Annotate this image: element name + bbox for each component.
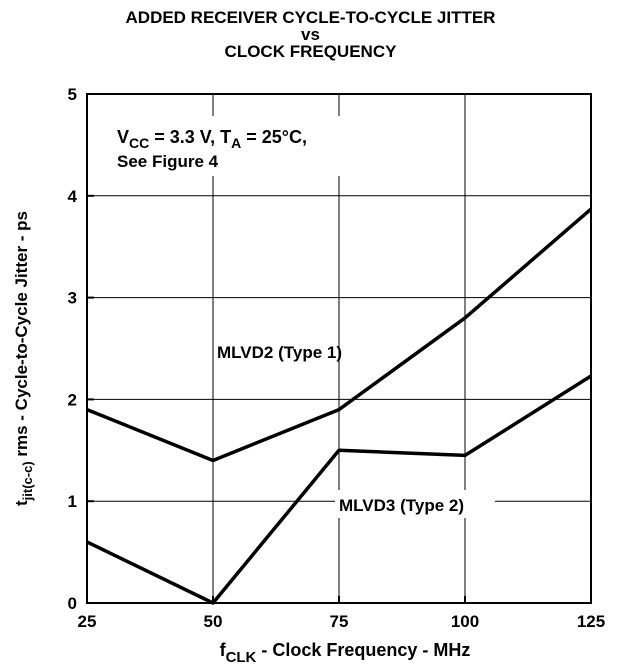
series-label-mlvd2: MLVD2 (Type 1)	[217, 343, 342, 362]
conditions-line-1: VCC = 3.3 V, TA = 25°C,	[117, 127, 307, 151]
conditions-line-2: See Figure 4	[117, 152, 219, 171]
x-tick-label: 125	[577, 612, 605, 631]
y-tick-label: 5	[68, 85, 77, 104]
x-tick-label: 75	[330, 612, 349, 631]
series-line-2	[86, 374, 592, 605]
series-label-mlvd3: MLVD3 (Type 2)	[339, 496, 464, 515]
y-tick-label: 3	[68, 289, 77, 308]
x-axis-label: fCLK - Clock Frequency - MHz	[220, 640, 471, 666]
y-tick-label: 0	[68, 594, 77, 613]
x-tick-label: 25	[78, 612, 97, 631]
x-tick-label: 50	[204, 612, 223, 631]
conditions-background	[110, 116, 350, 176]
chart-title-line-3: CLOCK FREQUENCY	[224, 42, 397, 61]
y-tick-label: 4	[68, 187, 78, 206]
y-tick-label: 2	[68, 390, 77, 409]
y-tick-label: 1	[68, 492, 77, 511]
x-tick-label: 100	[451, 612, 479, 631]
y-axis-label: tjit(c-c) rms - Cycle-to-Cycle Jitter - …	[12, 211, 35, 506]
series-line-1	[86, 207, 593, 463]
chart-title-line-1: ADDED RECEIVER CYCLE-TO-CYCLE JITTER	[125, 8, 496, 27]
series-label-mlvd3-background	[335, 490, 495, 518]
chart-title-line-2: vs	[301, 25, 320, 44]
